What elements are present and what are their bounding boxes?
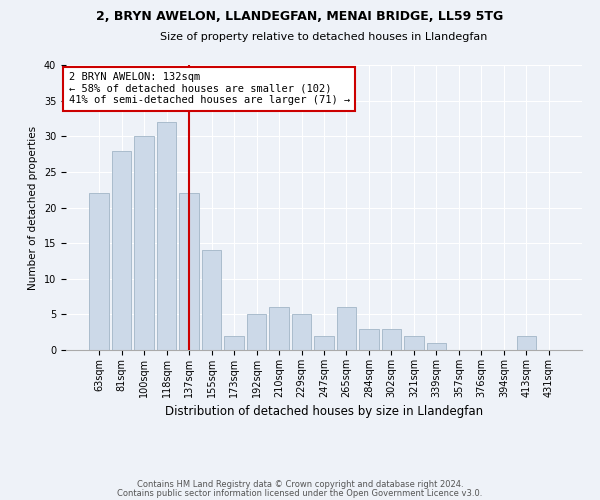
X-axis label: Distribution of detached houses by size in Llandegfan: Distribution of detached houses by size … bbox=[165, 406, 483, 418]
Text: 2, BRYN AWELON, LLANDEGFAN, MENAI BRIDGE, LL59 5TG: 2, BRYN AWELON, LLANDEGFAN, MENAI BRIDGE… bbox=[97, 10, 503, 23]
Bar bbox=[292, 314, 311, 350]
Bar bbox=[337, 307, 356, 350]
Bar bbox=[427, 343, 446, 350]
Bar bbox=[224, 336, 244, 350]
Text: 2 BRYN AWELON: 132sqm
← 58% of detached houses are smaller (102)
41% of semi-det: 2 BRYN AWELON: 132sqm ← 58% of detached … bbox=[68, 72, 350, 106]
Text: Contains HM Land Registry data © Crown copyright and database right 2024.: Contains HM Land Registry data © Crown c… bbox=[137, 480, 463, 489]
Bar bbox=[269, 307, 289, 350]
Text: Contains public sector information licensed under the Open Government Licence v3: Contains public sector information licen… bbox=[118, 489, 482, 498]
Bar bbox=[247, 314, 266, 350]
Bar bbox=[202, 250, 221, 350]
Bar bbox=[382, 328, 401, 350]
Bar bbox=[517, 336, 536, 350]
Bar bbox=[359, 328, 379, 350]
Title: Size of property relative to detached houses in Llandegfan: Size of property relative to detached ho… bbox=[160, 32, 488, 42]
Bar bbox=[134, 136, 154, 350]
Bar bbox=[112, 150, 131, 350]
Bar bbox=[157, 122, 176, 350]
Bar bbox=[404, 336, 424, 350]
Bar bbox=[179, 193, 199, 350]
Bar bbox=[89, 193, 109, 350]
Bar bbox=[314, 336, 334, 350]
Y-axis label: Number of detached properties: Number of detached properties bbox=[28, 126, 38, 290]
